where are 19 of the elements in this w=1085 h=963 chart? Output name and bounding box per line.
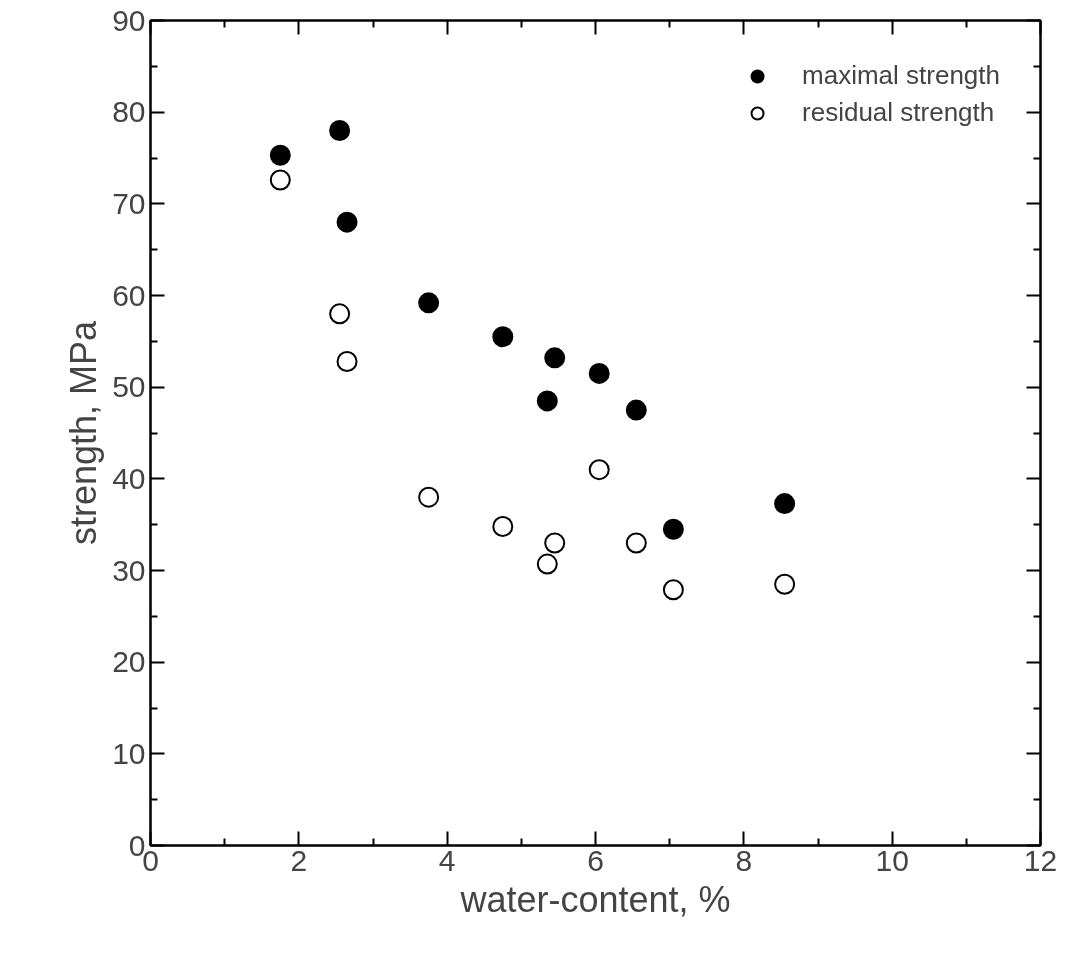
y-tick-label: 90 — [112, 3, 146, 37]
x-axis-title: water-content, % — [459, 878, 731, 920]
y-tick-label: 40 — [112, 461, 146, 495]
y-tick-label: 20 — [112, 645, 146, 679]
y-axis-title: strength, MPa — [63, 319, 105, 546]
legend-label: residual strength — [802, 97, 995, 128]
y-tick-label: 30 — [112, 553, 146, 587]
y-tick-label: 10 — [112, 736, 146, 770]
x-tick-label: 8 — [735, 843, 753, 877]
y-tick-label: 60 — [112, 278, 146, 312]
x-tick-label: 10 — [875, 843, 909, 877]
x-tick-label: 12 — [1023, 843, 1058, 877]
x-tick-label: 6 — [587, 843, 604, 877]
x-tick-label: 2 — [290, 843, 308, 877]
y-tick-label: 50 — [112, 370, 146, 404]
y-tick-label: 70 — [112, 186, 146, 220]
legend-label: maximal strength — [802, 60, 1000, 91]
x-tick-label: 4 — [438, 843, 456, 877]
y-tick-label: 80 — [112, 95, 146, 129]
